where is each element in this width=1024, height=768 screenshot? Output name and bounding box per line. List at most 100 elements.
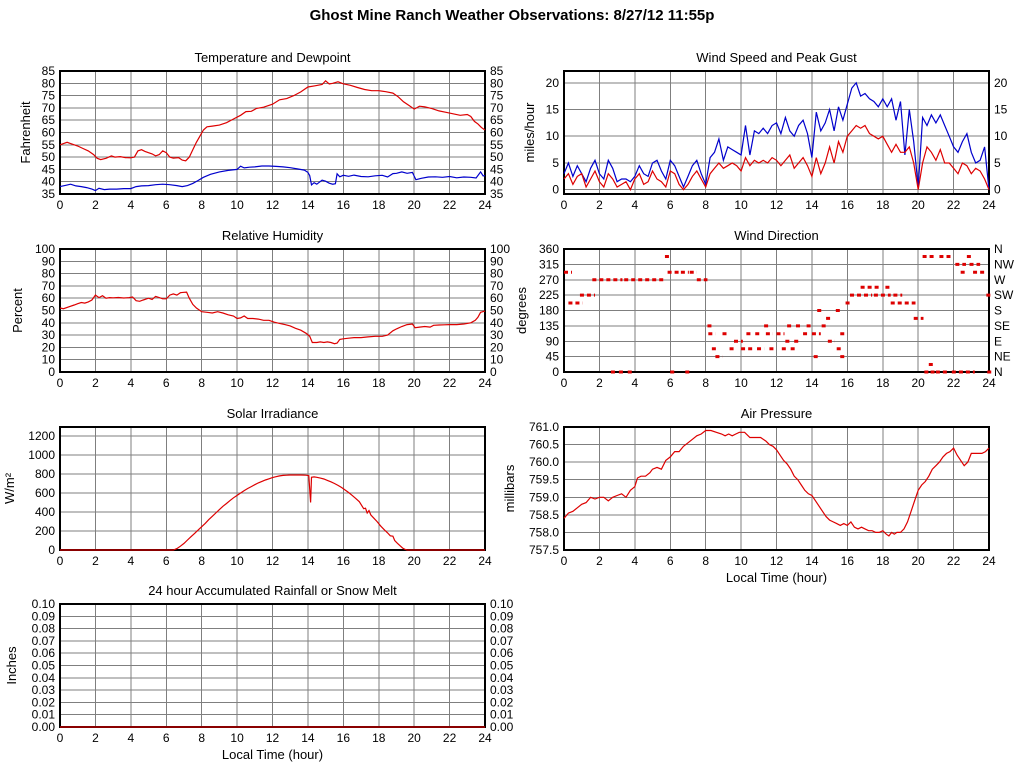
- y-tick-label-right: N: [994, 365, 1003, 379]
- x-tick-label: 16: [337, 731, 351, 745]
- grid-lines: [60, 427, 485, 550]
- chart-title: Air Pressure: [741, 406, 813, 421]
- x-tick-label: 8: [198, 554, 205, 568]
- x-tick-label: 2: [92, 554, 99, 568]
- x-tick-label: 2: [596, 554, 603, 568]
- y-tick-label: 60: [42, 126, 56, 140]
- y-tick-label: 0.01: [32, 708, 56, 722]
- plot-frame: [59, 70, 486, 195]
- chart-title: 24 hour Accumulated Rainfall or Snow Mel…: [148, 583, 397, 598]
- x-tick-label: 22: [947, 376, 961, 390]
- x-tick-label: 4: [127, 554, 134, 568]
- y-tick-label: 45: [546, 350, 560, 364]
- x-tick-label: 16: [337, 376, 351, 390]
- x-tick-label: 10: [734, 376, 748, 390]
- x-tick-label: 20: [407, 198, 421, 212]
- y-tick-label: 10: [546, 129, 560, 143]
- y-tick-label-right: W: [994, 273, 1006, 287]
- y-tick-label: 0.07: [32, 634, 56, 648]
- y-tick-label: 0.08: [32, 622, 56, 636]
- y-tick-label: 0: [552, 183, 559, 197]
- x-tick-label: 14: [301, 198, 315, 212]
- y-tick-label: 50: [42, 150, 56, 164]
- y-tick-label: 0.02: [32, 695, 56, 709]
- page-title: Ghost Mine Ranch Weather Observations: 8…: [309, 7, 715, 24]
- chart-title: Relative Humidity: [222, 228, 324, 243]
- plot-frame: [563, 70, 990, 195]
- x-tick-label: 16: [841, 376, 855, 390]
- grid-lines: [60, 249, 485, 372]
- x-tick-label: 10: [230, 198, 244, 212]
- y-tick-label: 200: [35, 524, 55, 538]
- x-tick-label: 18: [372, 376, 386, 390]
- y-tick-label: 0.06: [32, 646, 56, 660]
- x-tick-label: 6: [163, 198, 170, 212]
- x-tick-label: 10: [230, 554, 244, 568]
- chart-title: Solar Irradiance: [227, 406, 319, 421]
- series-air-pressure: [563, 429, 990, 537]
- y-tick-label: 800: [35, 467, 55, 481]
- y-tick-label-right: 0.08: [490, 622, 514, 636]
- y-tick-label: 70: [42, 279, 56, 293]
- x-tick-label: 8: [702, 198, 709, 212]
- x-tick-label: 20: [911, 198, 925, 212]
- x-tick-label: 2: [92, 198, 99, 212]
- plot-frame: [59, 426, 486, 551]
- y-tick-label-right: 0.00: [490, 720, 514, 734]
- y-axis-label: Fahrenheit: [18, 101, 33, 164]
- x-tick-label: 6: [163, 376, 170, 390]
- x-tick-label: 2: [92, 376, 99, 390]
- x-tick-label: 18: [876, 554, 890, 568]
- x-tick-label: 0: [57, 376, 64, 390]
- y-tick-label: 1000: [28, 448, 55, 462]
- x-tick-label: 22: [443, 376, 457, 390]
- series-relative-humidity: [59, 291, 486, 345]
- y-tick-label: 760.0: [529, 455, 559, 469]
- x-tick-label: 4: [631, 376, 638, 390]
- x-tick-label: 14: [301, 376, 315, 390]
- series-dewpoint: [59, 165, 486, 192]
- y-tick-label: 758.5: [529, 508, 559, 522]
- x-tick-label: 6: [163, 554, 170, 568]
- x-tick-label: 20: [911, 554, 925, 568]
- y-axis-label: millibars: [502, 464, 517, 512]
- y-tick-label-right: 20: [490, 340, 504, 354]
- x-tick-label: 8: [702, 376, 709, 390]
- chart-title: Wind Direction: [734, 228, 819, 243]
- x-tick-label: 4: [127, 731, 134, 745]
- x-tick-label: 0: [561, 554, 568, 568]
- y-tick-label: 20: [42, 340, 56, 354]
- y-tick-label-right: 45: [490, 162, 504, 176]
- x-tick-label: 0: [561, 376, 568, 390]
- x-axis-label: Local Time (hour): [222, 747, 323, 762]
- x-tick-label: 20: [911, 376, 925, 390]
- y-tick-label-right: 70: [490, 101, 504, 115]
- y-tick-label-right: 75: [490, 89, 504, 103]
- chart-title: Temperature and Dewpoint: [194, 50, 350, 65]
- series-wind-speed: [563, 124, 990, 192]
- y-tick-label: 1200: [28, 429, 55, 443]
- y-tick-label-right: 10: [994, 129, 1008, 143]
- x-tick-label: 18: [372, 731, 386, 745]
- x-tick-label: 8: [702, 554, 709, 568]
- x-tick-label: 24: [478, 376, 492, 390]
- x-tick-label: 6: [667, 554, 674, 568]
- y-tick-label-right: 60: [490, 126, 504, 140]
- y-tick-label-right: 0.05: [490, 659, 514, 673]
- y-tick-label: 10: [42, 353, 56, 367]
- y-tick-label-right: SE: [994, 319, 1010, 333]
- y-tick-label: 65: [42, 113, 56, 127]
- x-tick-label: 14: [805, 554, 819, 568]
- x-tick-label: 24: [982, 376, 996, 390]
- y-tick-label: 0: [48, 543, 55, 557]
- x-tick-label: 0: [57, 731, 64, 745]
- y-tick-label: 759.0: [529, 490, 559, 504]
- y-tick-label-right: 0.10: [490, 597, 514, 611]
- x-tick-label: 16: [841, 198, 855, 212]
